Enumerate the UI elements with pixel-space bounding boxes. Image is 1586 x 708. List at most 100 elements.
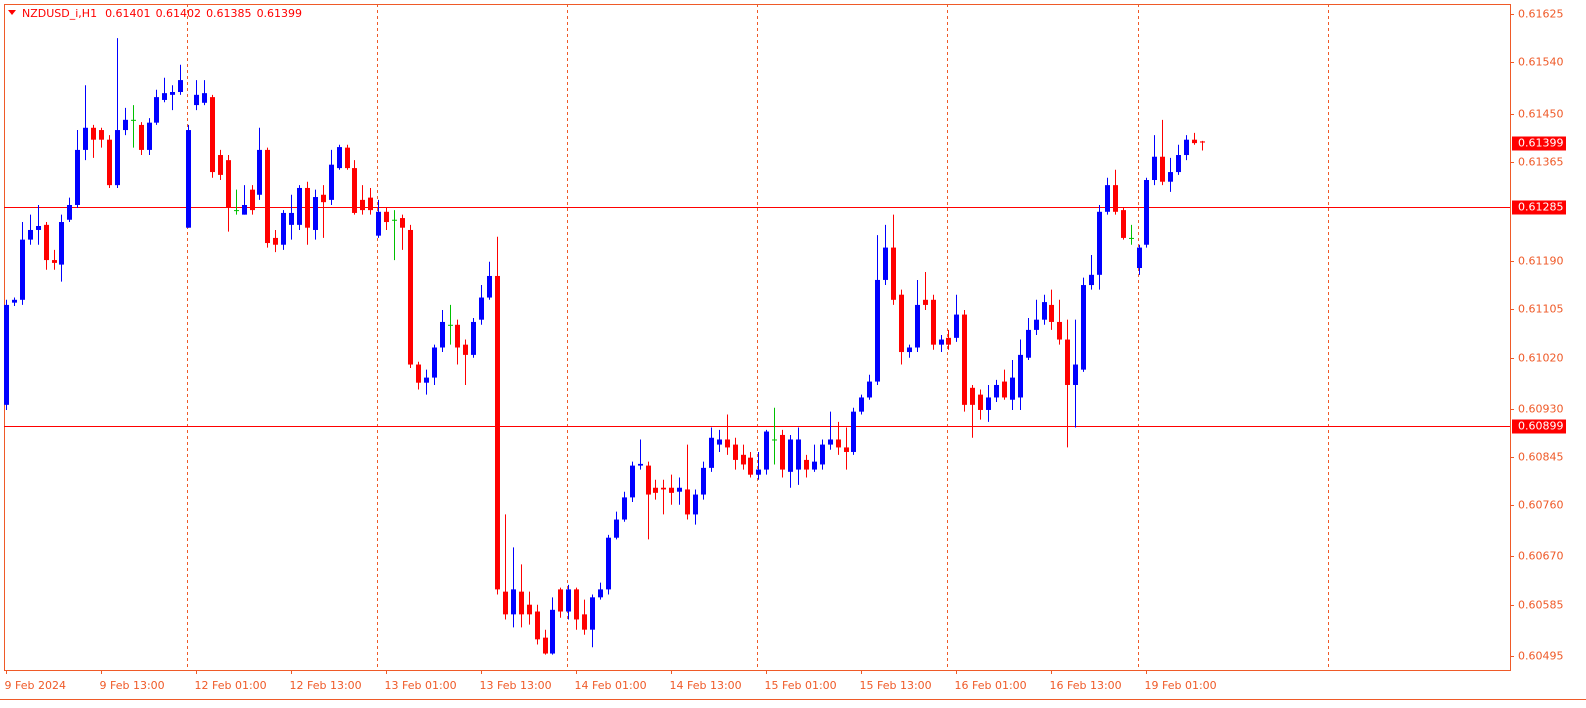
x-tick-label: 13 Feb 01:00	[385, 679, 457, 692]
candle-body	[416, 364, 421, 383]
chart-header: NZDUSD_i,H1 0.61401 0.61402 0.61385 0.61399	[8, 7, 302, 20]
candle-body	[630, 465, 635, 498]
x-tick-label: 14 Feb 13:00	[670, 679, 742, 692]
level-label-bg	[1512, 419, 1566, 434]
x-tick-label: 19 Feb 01:00	[1145, 679, 1217, 692]
candle-body	[83, 127, 88, 150]
candle-body	[1184, 139, 1189, 156]
candle-body	[440, 321, 445, 348]
candle-body	[1042, 302, 1047, 320]
candle-body	[582, 614, 587, 630]
candle-body	[598, 589, 603, 598]
candle-body	[1200, 141, 1205, 143]
candle-body	[154, 97, 159, 123]
y-tick-label: 0.61190	[1518, 255, 1564, 268]
candle-body	[170, 92, 175, 95]
candle-body	[622, 497, 627, 520]
candle-body	[1081, 285, 1086, 370]
candle-body	[1176, 155, 1181, 173]
candle-body	[978, 394, 983, 410]
candle-body	[345, 147, 350, 169]
candle-body	[915, 304, 920, 348]
candle-body	[875, 279, 880, 382]
candle-body	[1018, 354, 1023, 398]
candle-body	[994, 384, 999, 398]
candle-body	[812, 461, 817, 470]
candle-body	[186, 130, 191, 228]
candle-body	[194, 94, 199, 106]
candle-body	[725, 439, 730, 448]
candle-body	[448, 324, 453, 326]
candle-body	[1160, 156, 1165, 182]
candle-body	[139, 124, 144, 150]
x-tick-label: 15 Feb 01:00	[765, 679, 837, 692]
candle-body	[907, 347, 912, 353]
candle-body	[281, 212, 286, 245]
candle-body	[772, 439, 777, 441]
candle-body	[796, 439, 801, 470]
candle-body	[543, 637, 548, 654]
candle-body	[550, 609, 555, 654]
candle-body	[321, 194, 326, 203]
candle-body	[463, 344, 468, 355]
candle-body	[4, 304, 9, 405]
candle-body	[210, 97, 215, 173]
y-tick-label: 0.60585	[1518, 599, 1564, 612]
candle-body	[471, 321, 476, 355]
candle-body	[455, 324, 460, 348]
candle-body	[646, 465, 651, 495]
candle-body	[717, 439, 722, 445]
candle-body	[1137, 247, 1142, 269]
candle-body	[574, 589, 579, 620]
candle-body	[376, 211, 381, 236]
candle-body	[566, 589, 571, 612]
candle-body	[28, 229, 33, 240]
level-label-bg	[1512, 200, 1566, 215]
candle-body	[764, 431, 769, 470]
candle-body	[147, 122, 152, 150]
header-value: 0.61399	[257, 7, 303, 20]
candle-body	[923, 299, 928, 305]
candle-body	[250, 189, 255, 211]
y-tick-label: 0.61450	[1518, 108, 1564, 121]
candle-body	[606, 537, 611, 590]
candle-body	[519, 591, 524, 615]
candle-body	[836, 439, 841, 448]
candle-body	[1144, 180, 1149, 245]
candle-body	[273, 237, 278, 245]
candle-body	[368, 197, 373, 211]
candle-body	[851, 411, 856, 452]
candle-body	[12, 299, 17, 303]
candle-body	[844, 447, 849, 452]
candle-body	[661, 487, 666, 490]
y-tick-label: 0.60670	[1518, 550, 1564, 563]
candle-body	[741, 454, 746, 465]
x-tick-label: 12 Feb 13:00	[290, 679, 362, 692]
candle-body	[733, 444, 738, 460]
candle-body	[123, 119, 128, 131]
candle-body	[265, 149, 270, 244]
y-tick-label: 0.61365	[1518, 156, 1564, 169]
candle-body	[36, 226, 41, 230]
candle-body	[115, 130, 120, 186]
candle-body	[653, 487, 658, 493]
candle-body	[234, 210, 239, 212]
candle-body	[1192, 139, 1197, 144]
candle-body	[408, 229, 413, 365]
level-label: 0.60899	[1518, 420, 1564, 433]
candle-body	[558, 589, 563, 612]
x-tick-label: 14 Feb 01:00	[575, 679, 647, 692]
price-label-bg	[1512, 136, 1566, 151]
x-tick-label: 16 Feb 13:00	[1050, 679, 1122, 692]
candle-body	[162, 93, 167, 100]
candle-body	[297, 187, 302, 225]
y-tick-label: 0.60930	[1518, 403, 1564, 416]
candle-body	[1034, 319, 1039, 330]
candle-body	[1049, 304, 1054, 322]
candle-body	[867, 381, 872, 398]
candle-body	[392, 219, 397, 221]
candle-body	[424, 377, 429, 383]
candle-body	[487, 275, 492, 298]
header-value: 0.61402	[156, 7, 202, 20]
